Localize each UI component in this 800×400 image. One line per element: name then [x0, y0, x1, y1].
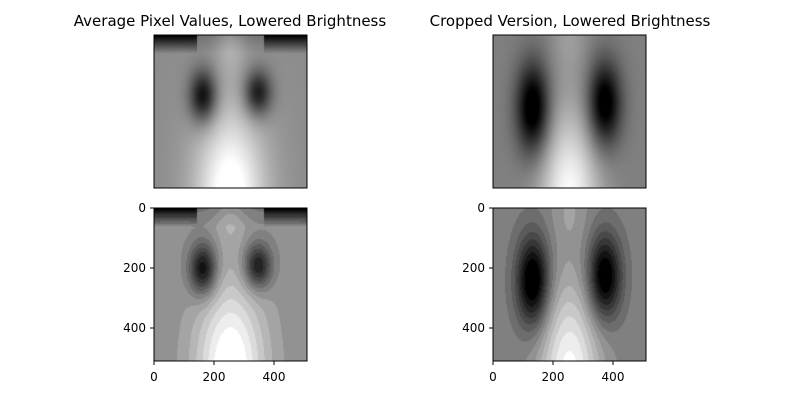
y-tick-200: 200	[462, 261, 485, 275]
x-tick-0: 0	[150, 370, 158, 384]
image-panel-avg-smooth	[154, 35, 307, 188]
image-panel-crop-contour	[493, 208, 646, 361]
x-tick-400: 400	[263, 370, 286, 384]
image-panel-crop-smooth	[493, 35, 646, 188]
y-tick-0: 0	[138, 201, 146, 215]
axis-ticks-crop: 0 200 400 0 200 400	[462, 201, 624, 384]
y-tick-200: 200	[123, 261, 146, 275]
y-tick-0: 0	[477, 201, 485, 215]
y-tick-400: 400	[123, 321, 146, 335]
title-avg: Average Pixel Values, Lowered Brightness	[74, 12, 387, 30]
y-tick-400: 400	[462, 321, 485, 335]
x-tick-400: 400	[602, 370, 625, 384]
panel-frame	[153, 207, 308, 362]
panel-frame	[492, 34, 647, 189]
axis-ticks-avg: 0 200 400 0 200 400	[123, 201, 285, 384]
panel-frame	[153, 34, 308, 189]
panel-frame	[492, 207, 647, 362]
x-tick-0: 0	[489, 370, 497, 384]
x-tick-200: 200	[542, 370, 565, 384]
image-panel-avg-contour	[154, 208, 307, 361]
title-crop: Cropped Version, Lowered Brightness	[430, 12, 711, 30]
x-tick-200: 200	[203, 370, 226, 384]
